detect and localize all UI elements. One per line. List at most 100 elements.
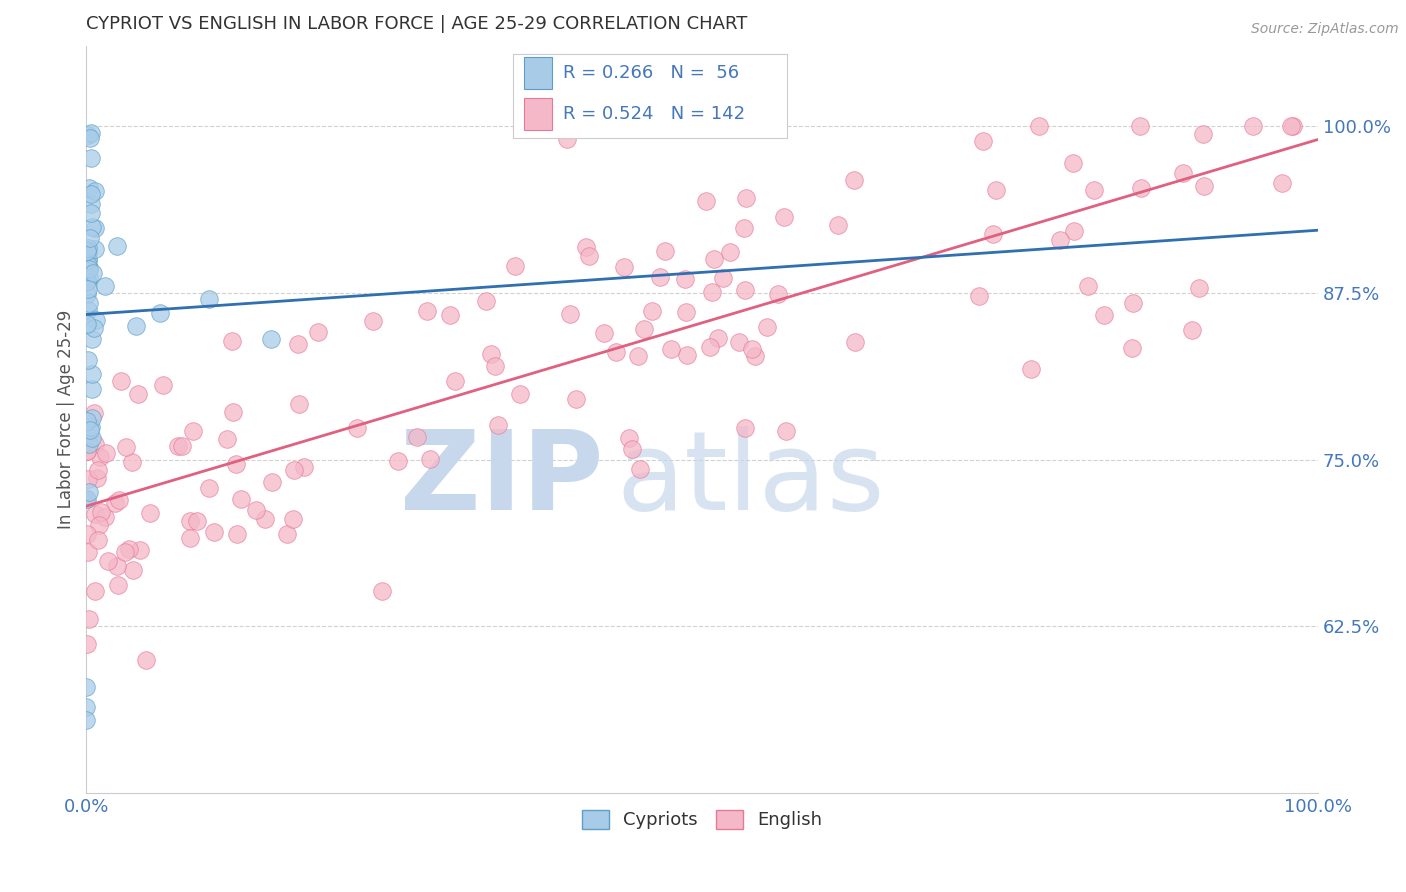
Point — [226, 526, 249, 541]
Point — [105, 558, 128, 573]
Point — [593, 326, 616, 341]
Point — [628, 462, 651, 476]
Point — [346, 421, 368, 435]
Point — [80, 420, 103, 434]
Point — [179, 514, 201, 528]
Point — [79, 231, 101, 245]
Point — [711, 270, 734, 285]
Point — [76, 244, 98, 258]
Point — [775, 424, 797, 438]
Point — [756, 320, 779, 334]
Point — [121, 455, 143, 469]
Point — [152, 378, 174, 392]
Point — [80, 367, 103, 381]
Point — [108, 492, 131, 507]
Point — [82, 267, 104, 281]
Point — [181, 424, 204, 438]
Point — [84, 242, 107, 256]
Point — [1241, 119, 1264, 133]
Point — [80, 197, 103, 211]
Point — [94, 279, 117, 293]
Point — [79, 485, 101, 500]
Point — [84, 184, 107, 198]
Point — [76, 352, 98, 367]
Point — [733, 220, 755, 235]
Point — [82, 332, 104, 346]
Point — [292, 460, 315, 475]
Point — [633, 322, 655, 336]
Point — [641, 304, 664, 318]
Point — [695, 194, 717, 209]
Point — [699, 340, 721, 354]
Point — [186, 514, 208, 528]
Point — [83, 507, 105, 521]
Point — [79, 130, 101, 145]
Point — [217, 432, 239, 446]
Point — [718, 245, 741, 260]
Point — [84, 437, 107, 451]
Point — [1171, 166, 1194, 180]
Point — [387, 454, 409, 468]
Point — [139, 506, 162, 520]
Point — [76, 526, 98, 541]
Point — [1282, 119, 1305, 133]
Point — [675, 305, 697, 319]
Point — [77, 246, 100, 260]
Point — [972, 134, 994, 148]
Point — [77, 472, 100, 486]
Point — [276, 526, 298, 541]
Point — [617, 431, 640, 445]
Point — [77, 258, 100, 272]
Point — [86, 471, 108, 485]
Point — [1121, 341, 1143, 355]
Point — [1083, 183, 1105, 197]
Point — [474, 293, 496, 308]
Point — [121, 563, 143, 577]
Point — [225, 458, 247, 472]
Point — [288, 397, 311, 411]
Point — [1049, 233, 1071, 247]
Bar — [524, 57, 551, 89]
Point — [75, 699, 97, 714]
Point — [76, 253, 98, 268]
Point — [80, 151, 103, 165]
Point — [1192, 127, 1215, 141]
Point — [94, 509, 117, 524]
Point — [479, 347, 502, 361]
Point — [202, 525, 225, 540]
Point — [75, 713, 97, 727]
Point — [124, 319, 146, 334]
Point — [76, 637, 98, 651]
Point — [77, 261, 100, 276]
Point — [734, 421, 756, 435]
Point — [87, 533, 110, 547]
Point — [107, 578, 129, 592]
Point — [283, 512, 305, 526]
Point — [222, 405, 245, 419]
Point — [84, 220, 107, 235]
Point — [76, 247, 98, 261]
Point — [560, 307, 582, 321]
Bar — [524, 97, 551, 130]
Point — [114, 544, 136, 558]
Point — [659, 342, 682, 356]
Point — [827, 219, 849, 233]
Point — [89, 450, 111, 464]
Point — [575, 239, 598, 253]
Point — [75, 492, 97, 507]
Point — [110, 375, 132, 389]
Point — [766, 287, 789, 301]
Point — [969, 288, 991, 302]
Point — [77, 260, 100, 275]
Point — [79, 270, 101, 285]
Point — [555, 131, 578, 145]
Point — [135, 653, 157, 667]
Legend: Cypriots, English: Cypriots, English — [575, 803, 830, 837]
Point — [76, 275, 98, 289]
Point — [77, 296, 100, 310]
Y-axis label: In Labor Force | Age 25-29: In Labor Force | Age 25-29 — [58, 310, 75, 529]
Point — [416, 304, 439, 318]
Text: ZIP: ZIP — [401, 425, 603, 533]
Point — [198, 293, 221, 307]
Point — [117, 542, 139, 557]
